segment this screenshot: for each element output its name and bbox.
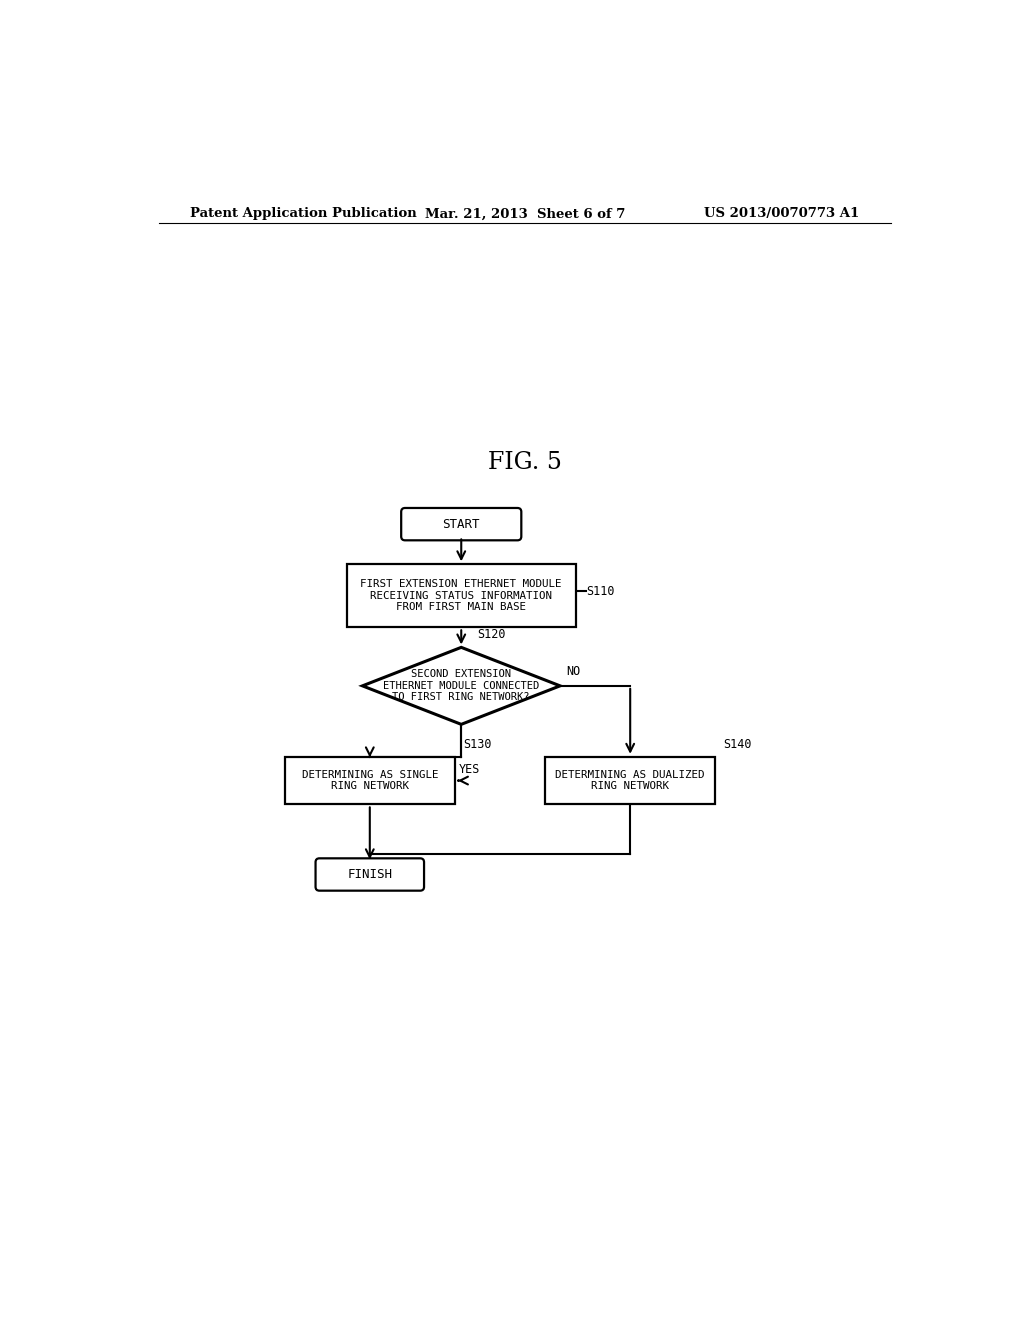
Text: DETERMINING AS DUALIZED
RING NETWORK: DETERMINING AS DUALIZED RING NETWORK xyxy=(555,770,705,792)
Text: FINISH: FINISH xyxy=(347,869,392,880)
Bar xyxy=(545,756,716,804)
FancyBboxPatch shape xyxy=(401,508,521,540)
Text: FIRST EXTENSION ETHERNET MODULE
RECEIVING STATUS INFORMATION
FROM FIRST MAIN BAS: FIRST EXTENSION ETHERNET MODULE RECEIVIN… xyxy=(360,579,562,612)
Text: SECOND EXTENSION
ETHERNET MODULE CONNECTED
TO FIRST RING NETWORK?: SECOND EXTENSION ETHERNET MODULE CONNECT… xyxy=(383,669,540,702)
Bar xyxy=(285,756,455,804)
Text: S120: S120 xyxy=(477,628,505,642)
Text: US 2013/0070773 A1: US 2013/0070773 A1 xyxy=(705,207,859,220)
Polygon shape xyxy=(362,647,560,725)
Text: S110: S110 xyxy=(587,585,615,598)
Text: FIG. 5: FIG. 5 xyxy=(487,451,562,474)
FancyBboxPatch shape xyxy=(315,858,424,891)
Bar xyxy=(347,564,575,627)
Text: Patent Application Publication: Patent Application Publication xyxy=(190,207,417,220)
Text: NO: NO xyxy=(566,665,581,678)
Text: YES: YES xyxy=(459,763,480,776)
Text: S130: S130 xyxy=(463,738,492,751)
Text: START: START xyxy=(442,517,480,531)
Text: DETERMINING AS SINGLE
RING NETWORK: DETERMINING AS SINGLE RING NETWORK xyxy=(301,770,438,792)
Text: S140: S140 xyxy=(723,738,752,751)
Text: Mar. 21, 2013  Sheet 6 of 7: Mar. 21, 2013 Sheet 6 of 7 xyxy=(425,207,625,220)
